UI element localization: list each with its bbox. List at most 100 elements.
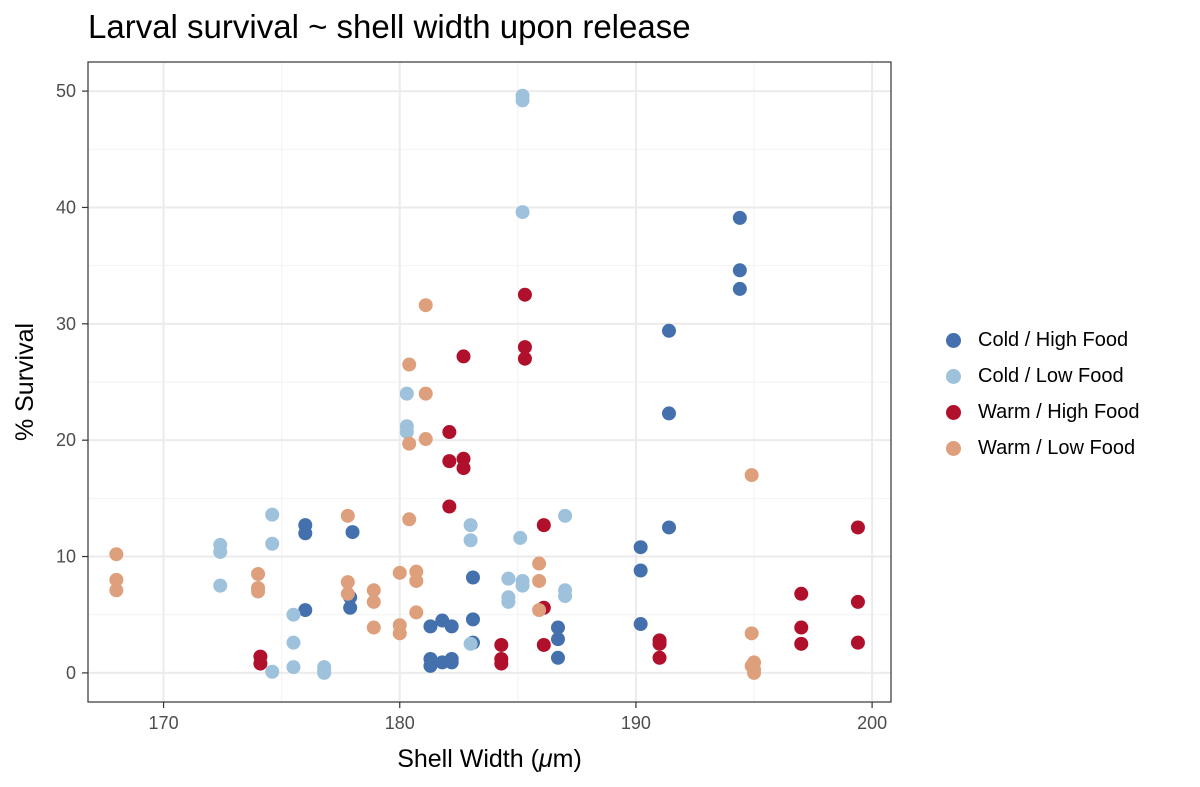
data-point-warm-low-food [109,572,124,587]
data-point-cold-low-food [463,533,478,548]
data-point-cold-low-food [399,425,414,440]
data-point-cold-high-food [661,406,676,421]
data-point-warm-low-food [418,298,433,313]
data-point-cold-high-food [633,563,648,578]
data-point-cold-low-food [286,635,301,650]
legend-key-warm-high-food [946,404,961,420]
y-tick-label: 10 [56,547,76,567]
data-point-cold-high-food [661,323,676,338]
data-point-warm-high-food [517,287,532,302]
chart-title: Larval survival ~ shell width upon relea… [88,8,691,45]
data-point-warm-high-food [442,499,457,514]
data-point-warm-low-food [402,512,417,527]
data-point-cold-low-food [399,386,414,401]
data-point-warm-low-food [392,565,407,580]
data-point-warm-low-food [532,556,547,571]
data-point-cold-high-food [444,619,459,634]
data-point-cold-low-food [265,664,280,679]
data-point-cold-low-food [501,594,516,609]
data-point-warm-high-food [494,656,509,671]
data-point-warm-high-food [536,637,551,652]
y-tick-label: 50 [56,81,76,101]
data-points [109,88,865,680]
data-point-cold-high-food [423,658,438,673]
data-point-warm-high-food [456,461,471,476]
legend-key-cold-low-food [946,368,961,384]
data-point-warm-high-food [850,520,865,535]
data-point-warm-low-food [744,626,759,641]
axis-ticks [82,90,873,708]
data-point-cold-high-food [732,263,747,278]
data-point-warm-high-food [652,636,667,651]
data-point-cold-low-food [513,530,528,545]
data-point-cold-low-food [515,578,530,593]
data-point-warm-high-food [652,650,667,665]
legend-item-warm-high-food: Warm / High Food [938,394,1140,430]
data-point-warm-low-food [109,583,124,598]
data-point-cold-low-food [501,571,516,586]
data-point-cold-low-food [558,589,573,604]
data-point-cold-high-food [633,540,648,555]
legend-label: Cold / High Food [978,328,1129,351]
legend-item-warm-low-food: Warm / Low Food [938,430,1140,466]
data-point-warm-low-food [366,594,381,609]
major-gridlines [88,62,891,702]
data-point-warm-low-food [532,573,547,588]
axis-tick-labels: 170 180 190 200 0 10 20 30 40 50 [56,81,887,733]
legend-item-cold-low-food: Cold / Low Food [938,358,1140,394]
data-point-cold-low-food [286,660,301,675]
data-point-cold-high-food [550,650,565,665]
plot-panel-border [87,61,892,703]
data-point-warm-low-food [340,575,355,590]
data-point-cold-low-food [515,93,530,108]
x-tick-label: 190 [621,713,651,733]
data-point-cold-high-food [343,600,358,615]
legend-label: Warm / Low Food [978,436,1136,459]
data-point-warm-high-food [517,351,532,366]
data-point-warm-low-food [532,603,547,618]
data-point-cold-high-food [345,525,360,540]
data-point-cold-low-food [463,518,478,533]
x-tick-label: 170 [149,713,179,733]
data-point-warm-high-food [494,637,509,652]
data-point-warm-low-food [366,583,381,598]
data-point-cold-low-food [213,578,228,593]
x-tick-label: 180 [385,713,415,733]
data-point-warm-low-food [418,432,433,447]
data-point-warm-high-food [442,454,457,469]
data-point-cold-low-food [463,636,478,651]
data-point-warm-high-food [517,340,532,355]
data-point-warm-high-food [253,656,268,671]
data-point-cold-high-food [550,632,565,647]
x-axis-title: Shell Width (μm) [397,745,582,773]
data-point-cold-high-food [465,570,480,585]
data-point-warm-low-food [402,357,417,372]
data-point-warm-low-food [744,468,759,483]
data-point-cold-low-food [265,536,280,551]
data-point-warm-low-food [251,567,266,581]
y-axis-title: % Survival [11,323,39,441]
data-point-cold-low-food [286,607,301,622]
data-point-warm-low-food [340,586,355,601]
y-tick-label: 40 [56,197,76,217]
data-point-cold-high-food [465,612,480,627]
data-point-warm-low-food [409,573,424,588]
y-tick-label: 0 [66,663,76,683]
data-point-cold-high-food [423,619,438,634]
data-point-warm-low-food [366,620,381,635]
y-tick-label: 30 [56,314,76,334]
data-point-cold-low-food [317,665,332,680]
data-point-warm-high-food [794,586,809,601]
data-point-warm-low-food [418,386,433,401]
legend-item-cold-high-food: Cold / High Food [938,322,1140,358]
data-point-cold-high-food [633,617,648,632]
legend: Cold / High Food Cold / Low Food Warm / Hi… [938,322,1140,466]
legend-key-warm-low-food [946,440,961,456]
x-tick-label: 200 [857,713,887,733]
data-point-warm-low-food [747,665,762,680]
data-point-warm-low-food [392,626,407,641]
y-tick-label: 20 [56,430,76,450]
data-point-warm-low-food [251,584,266,599]
data-point-cold-low-food [213,544,228,559]
